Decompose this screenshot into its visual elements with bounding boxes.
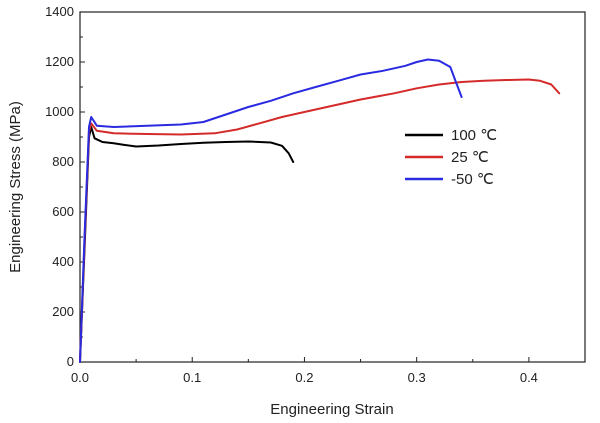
x-axis-title: Engineering Strain: [270, 401, 393, 418]
plot-frame: [79, 11, 586, 363]
x-tick-label: 0.3: [408, 370, 426, 385]
series-line-0: [79, 126, 295, 363]
legend-label: -50 ℃: [451, 171, 494, 188]
x-tick-label: 0.0: [71, 370, 89, 385]
y-tick-label: 600: [52, 204, 74, 219]
y-tick-label: 0: [67, 354, 74, 369]
legend: 100 ℃ 25 ℃ -50 ℃: [405, 127, 497, 188]
legend-label: 25 ℃: [451, 149, 489, 166]
axis-tick-labels: 0.0 0.1 0.2 0.3 0.4 0 200 400 600 800 1000 1200 1400: [45, 4, 538, 385]
y-axis-title: Engineering Stress (MPa): [7, 101, 24, 273]
y-tick-label: 200: [52, 304, 74, 319]
series-line-1: [79, 78, 561, 363]
y-tick-label: 1000: [45, 104, 74, 119]
x-tick-label: 0.4: [520, 370, 538, 385]
series-lines: [79, 58, 561, 363]
series-line-2: [79, 58, 463, 363]
y-tick-label: 1200: [45, 54, 74, 69]
y-tick-label: 400: [52, 254, 74, 269]
y-tick-label: 800: [52, 154, 74, 169]
x-tick-label: 0.1: [183, 370, 201, 385]
x-tick-label: 0.2: [295, 370, 313, 385]
legend-label: 100 ℃: [451, 127, 497, 144]
y-tick-label: 1400: [45, 4, 74, 19]
